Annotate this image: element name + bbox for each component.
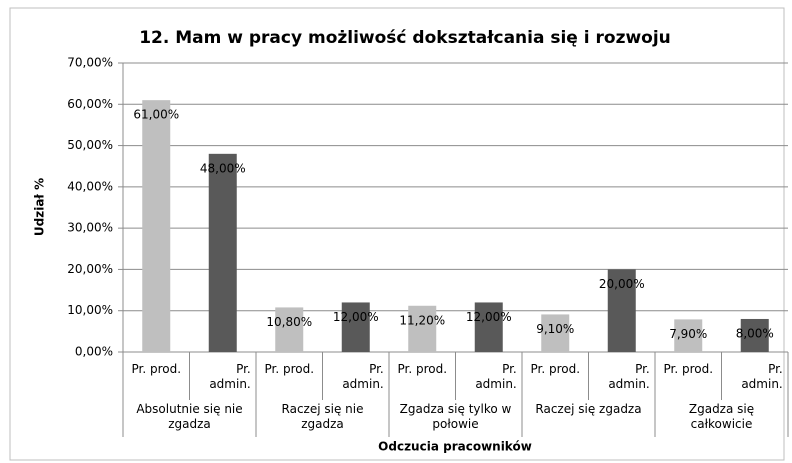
x-axis-title: Odczucia pracowników bbox=[378, 440, 532, 454]
category-label-box: Absolutnie się nie zgadza bbox=[136, 402, 243, 431]
bar bbox=[408, 305, 437, 352]
sub-category-label-box: Pr. prod. bbox=[397, 362, 448, 376]
sub-category-label-box: Pr. admin. bbox=[608, 362, 650, 391]
sub-category-label: Pr. prod. bbox=[397, 362, 448, 376]
category-label: Raczej się nie zgadza bbox=[281, 402, 364, 431]
data-label: 10,80% bbox=[266, 315, 312, 329]
category-label: Raczej się zgadza bbox=[535, 402, 642, 416]
y-tick-label: 0,00% bbox=[75, 345, 113, 359]
data-label: 12,00% bbox=[466, 310, 512, 324]
data-label: 11,20% bbox=[399, 313, 445, 327]
sub-category-label: Pr. prod. bbox=[131, 362, 182, 376]
sub-category-label-box: Pr. admin. bbox=[741, 362, 783, 391]
bar bbox=[341, 302, 370, 352]
bar bbox=[275, 307, 304, 352]
data-label: 20,00% bbox=[599, 277, 645, 291]
sub-category-label-box: Pr. admin. bbox=[209, 362, 251, 391]
sub-category-label-box: Pr. admin. bbox=[342, 362, 384, 391]
bar bbox=[607, 269, 636, 352]
sub-category-label-box: Pr. prod. bbox=[264, 362, 315, 376]
bar bbox=[142, 100, 171, 353]
category-label: Zgadza się tylko w połowie bbox=[399, 402, 512, 431]
bar bbox=[541, 314, 570, 352]
y-tick-label: 70,00% bbox=[67, 56, 113, 70]
sub-category-label-box: Pr. prod. bbox=[530, 362, 581, 376]
category-label-box: Zgadza się tylko w połowie bbox=[399, 402, 512, 431]
y-tick-label: 40,00% bbox=[67, 179, 113, 193]
data-label: 7,90% bbox=[669, 327, 707, 341]
sub-category-label: Pr. admin. bbox=[608, 362, 650, 391]
bar bbox=[674, 319, 703, 352]
category-label-box: Raczej się nie zgadza bbox=[281, 402, 364, 431]
sub-category-label-box: Pr. prod. bbox=[131, 362, 182, 376]
bar bbox=[208, 153, 237, 352]
bar bbox=[740, 318, 769, 352]
category-label: Absolutnie się nie zgadza bbox=[136, 402, 243, 431]
category-label: Zgadza się całkowicie bbox=[688, 402, 755, 431]
data-label: 12,00% bbox=[333, 310, 379, 324]
chart-title: 12. Mam w pracy możliwość dokształcania … bbox=[139, 28, 671, 48]
y-tick-label: 20,00% bbox=[67, 262, 113, 276]
sub-category-label: Pr. admin. bbox=[741, 362, 783, 391]
sub-category-label: Pr. admin. bbox=[342, 362, 384, 391]
sub-category-label: Pr. prod. bbox=[663, 362, 714, 376]
sub-category-label: Pr. prod. bbox=[530, 362, 581, 376]
data-label: 61,00% bbox=[133, 108, 179, 122]
y-axis-title: Udział % bbox=[33, 178, 47, 236]
category-label-box: Raczej się zgadza bbox=[535, 402, 642, 416]
sub-category-label: Pr. prod. bbox=[264, 362, 315, 376]
data-label: 48,00% bbox=[200, 161, 246, 175]
data-label: 8,00% bbox=[736, 326, 774, 340]
sub-category-label-box: Pr. prod. bbox=[663, 362, 714, 376]
sub-category-label: Pr. admin. bbox=[209, 362, 251, 391]
y-tick-label: 30,00% bbox=[67, 221, 113, 235]
sub-category-label-box: Pr. admin. bbox=[475, 362, 517, 391]
y-tick-label: 50,00% bbox=[67, 138, 113, 152]
category-label-box: Zgadza się całkowicie bbox=[688, 402, 755, 431]
sub-category-label: Pr. admin. bbox=[475, 362, 517, 391]
y-tick-label: 10,00% bbox=[67, 303, 113, 317]
y-tick-label: 60,00% bbox=[67, 97, 113, 111]
bar bbox=[474, 302, 503, 352]
data-label: 9,10% bbox=[536, 322, 574, 336]
